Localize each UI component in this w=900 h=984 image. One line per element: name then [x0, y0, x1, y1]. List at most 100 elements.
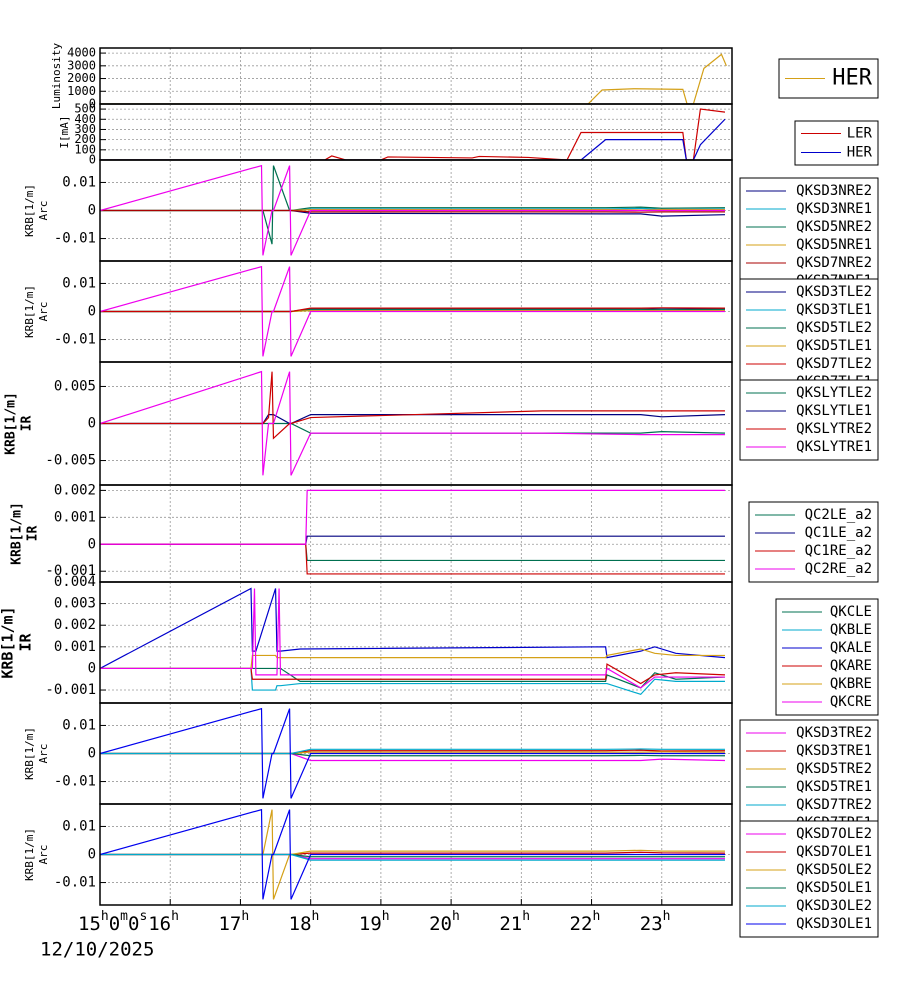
y-axis-label: Luminosity: [50, 43, 63, 110]
plot-area: [100, 265, 725, 357]
legend-label: QKSD3TLE2: [796, 284, 872, 300]
legend-label: QC1RE_a2: [805, 543, 872, 559]
series-line: [100, 53, 727, 104]
y-axis-label: IR: [26, 526, 41, 542]
legend-label: QKSD7OLE1: [796, 844, 872, 860]
legend: QKSD3TRE2 QKSD3TRE1 QKSD5TRE2 QKSD5TRE1 QKSD…: [739, 719, 879, 837]
series-line: [100, 265, 725, 357]
y-axis-label: KRB[1/m]: [23, 828, 36, 881]
legend-label: QKSLYTLE2: [796, 385, 872, 401]
legend-label: QKSD3OLE1: [796, 916, 872, 932]
y-tick-label: 0: [88, 304, 96, 320]
panel: -0.005 0 0.005 KRB[1/m] IR: [4, 361, 733, 486]
axes-frame: [99, 484, 733, 583]
y-axis-label: KRB[1/m]: [0, 606, 17, 678]
legend-label: QKSD7TRE2: [796, 797, 872, 813]
legend-label: QKSD5OLE2: [796, 862, 872, 878]
y-tick-label: 0.01: [62, 818, 96, 834]
y-tick-label: 0: [88, 203, 96, 219]
y-tick-label: -0.005: [45, 453, 96, 469]
x-tick-label: 21h: [499, 909, 530, 935]
y-tick-label: 0.002: [54, 617, 96, 633]
x-tick-label: 22h: [570, 909, 601, 935]
y-tick-label: 400: [74, 112, 96, 126]
plot-area: [100, 489, 725, 575]
series-line: [100, 808, 725, 900]
y-axis-label: KRB[1/m]: [10, 502, 25, 565]
y-tick-label: 0.001: [54, 509, 96, 525]
y-axis-label: Arc: [37, 845, 50, 865]
y-axis-label: Arc: [37, 744, 50, 764]
y-tick-label: -0.001: [45, 682, 96, 698]
x-tick-label: 20h: [429, 909, 460, 935]
y-tick-label: 100: [74, 142, 96, 156]
y-axis-label: Arc: [37, 201, 50, 221]
panel: -0.001 0 0.001 0.002 KRB[1/m] IR: [10, 482, 733, 583]
axes-frame: [99, 581, 733, 704]
legend-label: QKSD5TLE2: [796, 320, 872, 336]
series-line: [100, 164, 725, 256]
legend-box: [739, 820, 879, 938]
y-tick-label: 0.004: [54, 574, 96, 590]
series-line: [100, 489, 725, 545]
y-tick-label: 1000: [67, 84, 96, 98]
series-line: [100, 371, 725, 440]
plot-area: [100, 587, 726, 696]
y-axis-label: Arc: [37, 302, 50, 322]
y-tick-label: 2000: [67, 71, 96, 85]
series-line: [100, 535, 725, 545]
legend-label: QKSD5TLE1: [796, 338, 872, 354]
y-tick-label: 0: [89, 153, 96, 167]
y-tick-label: 0.01: [62, 174, 96, 190]
y-tick-label: 0: [89, 97, 96, 111]
legend: LER HER: [794, 120, 879, 166]
legend-label: QKSD3NRE1: [796, 201, 872, 217]
legend: QKSD3TLE2 QKSD3TLE1 QKSD5TLE2 QKSD5TLE1 QKSD…: [739, 278, 879, 396]
legend-label: QKBLE: [830, 622, 872, 638]
series-line: [100, 752, 725, 762]
series-line: [100, 707, 725, 799]
series-line: [100, 165, 725, 245]
y-axis-label: KRB[1/m]: [23, 285, 36, 338]
x-tick-label: 15h0m0s: [78, 909, 147, 935]
y-axis-label: I[mA]: [58, 115, 71, 148]
legend: QC2LE_a2 QC1LE_a2 QC1RE_a2 QC2RE_a2: [748, 501, 879, 583]
legend-box: [778, 58, 879, 99]
y-axis-label: KRB[1/m]: [23, 184, 36, 237]
y-tick-label: 0: [88, 416, 96, 432]
y-tick-label: 0.01: [62, 717, 96, 733]
series-line: [100, 667, 725, 696]
axes-frame: [99, 803, 733, 906]
legend-label: QKBRE: [830, 676, 872, 692]
y-tick-label: 300: [74, 122, 96, 136]
legend-label: QKSD3NRE2: [796, 183, 872, 199]
x-tick-label: 19h: [359, 909, 390, 935]
legend: QKSD7OLE2 QKSD7OLE1 QKSD5OLE2 QKSD5OLE1 QKSD…: [739, 820, 879, 938]
legend-label: QC2LE_a2: [805, 507, 872, 523]
series-line: [100, 648, 725, 670]
y-axis-label: KRB[1/m]: [4, 392, 19, 455]
y-tick-label: 0: [88, 746, 96, 762]
plot-area: [100, 53, 727, 104]
series-line: [100, 414, 726, 425]
legend-label: QKSD7NRE2: [796, 255, 872, 271]
y-tick-label: 0.005: [54, 378, 96, 394]
legend-label: QKSD3TLE1: [796, 302, 872, 318]
panel: -0.001 0 0.001 0.002 0.003 0.004 KRB[1/m] IR: [0, 574, 733, 704]
plot-area: [100, 108, 726, 160]
legend-box: [794, 120, 879, 166]
x-tick-label: 18h: [289, 909, 320, 935]
legend-label: QKSD3TRE1: [796, 743, 872, 759]
y-tick-label: 0.002: [54, 482, 96, 498]
series-line: [100, 422, 725, 434]
x-tick-label: 17h: [218, 909, 249, 935]
legend-label: LER: [847, 126, 873, 142]
series-line: [100, 108, 726, 160]
panel: -0.01 0 0.01 KRB[1/m] Arc: [23, 260, 733, 363]
panel: -0.01 0 0.01 KRB[1/m] Arc: [23, 159, 733, 262]
legend-box: [775, 598, 879, 716]
legend-label: QKSD5NRE1: [796, 237, 872, 253]
legend-label: QKCRE: [830, 694, 872, 710]
